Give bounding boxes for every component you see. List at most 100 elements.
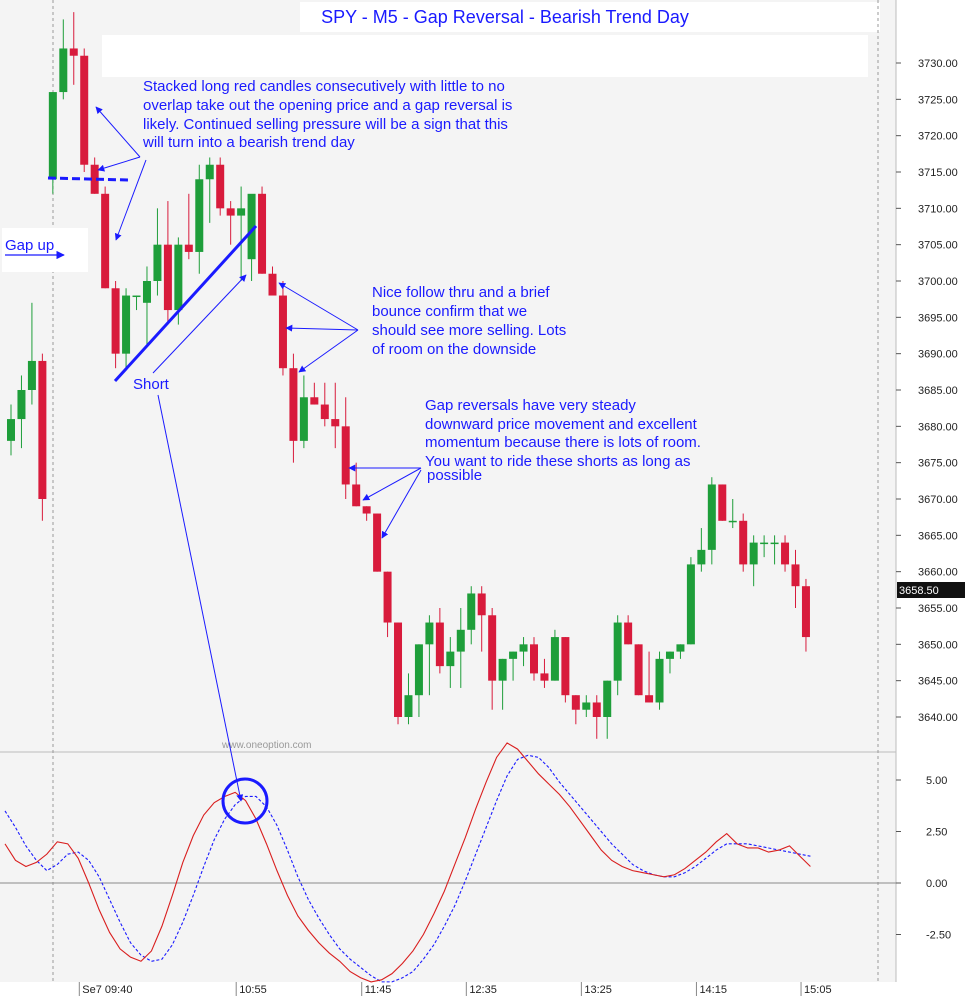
price-tick-label: 3700.00	[918, 276, 958, 288]
candle-body	[59, 48, 68, 93]
follow-note-line-2: bounce confirm that we	[372, 303, 527, 320]
candle-body	[153, 244, 162, 281]
gap-rev-line-4: You want to ride these shorts as long as	[425, 453, 690, 470]
candle-body	[331, 419, 340, 427]
osc-tick-label: 5.00	[926, 775, 947, 787]
candle-body	[707, 484, 716, 550]
candle-body	[132, 295, 141, 298]
candle-body	[414, 644, 423, 696]
price-tick-label: 3640.00	[918, 712, 958, 724]
stacked-note-line-1: Stacked long red candles consecutively w…	[143, 78, 505, 95]
short-arrow	[152, 274, 247, 374]
oscillator-fast-line	[4, 742, 811, 983]
candle-body	[383, 571, 392, 623]
candle-body	[718, 484, 727, 521]
candle-body	[477, 593, 486, 616]
opening-price-line	[47, 176, 129, 182]
follow-note-line-3: should see more selling. Lots	[372, 322, 566, 339]
candle-body	[278, 295, 287, 369]
candle-body	[498, 658, 507, 681]
time-tick-label: 12:35	[469, 984, 497, 996]
current-price-tag: 3658.50	[897, 582, 965, 598]
candle-body	[749, 542, 758, 565]
stacked-arrow-1	[95, 106, 141, 158]
short-to-oscillator-arrow	[157, 394, 244, 802]
gap-rev-line-5: possible	[427, 467, 482, 484]
gap-up-label: Gap up	[5, 237, 54, 254]
candle-body	[676, 644, 685, 652]
candle-body	[645, 695, 654, 703]
price-tick-label: 3690.00	[918, 349, 958, 361]
candle-body	[101, 193, 110, 289]
oscillator-lines	[4, 742, 811, 983]
stacked-arrow-3	[114, 159, 147, 241]
short-label: Short	[133, 376, 170, 393]
candle-body	[488, 615, 497, 681]
gap-rev-line-1: Gap reversals have very steady	[425, 397, 636, 414]
short-trendline	[113, 224, 258, 383]
chart-title: SPY - M5 - Gap Reversal - Bearish Trend …	[321, 7, 689, 27]
time-axis-area	[0, 982, 896, 1007]
candle-body	[268, 273, 277, 296]
candle-body	[760, 542, 769, 545]
price-tick-label: 3655.00	[918, 603, 958, 615]
follow-arrow-2	[285, 324, 359, 332]
time-tick-label: Se7 09:40	[82, 984, 132, 996]
candle-body	[613, 622, 622, 681]
candle-body	[237, 208, 246, 216]
price-tick-label: 3710.00	[918, 203, 958, 215]
candle-body	[561, 637, 570, 696]
time-tick-label: 11:45	[365, 984, 392, 996]
candle-body	[781, 542, 790, 565]
price-tick-label: 3715.00	[918, 167, 958, 179]
price-tick-label: 3730.00	[918, 58, 958, 70]
candle-body	[142, 281, 151, 303]
candle-body	[519, 644, 528, 652]
candle-body	[111, 288, 120, 354]
candle-body	[17, 390, 26, 420]
candle-body	[289, 368, 298, 441]
gap-reversal-note: Gap reversals have very steady downward …	[425, 397, 701, 484]
candle-body	[791, 564, 800, 587]
price-tick-label: 3725.00	[918, 94, 958, 106]
candle-body	[571, 695, 580, 710]
follow-note-line-1: Nice follow thru and a brief	[372, 284, 550, 301]
gap-rev-line-3: momentum because there is lots of room.	[425, 434, 701, 451]
osc-tick-label: 0.00	[926, 878, 947, 890]
price-tick-label: 3650.00	[918, 639, 958, 651]
candle-body	[728, 520, 737, 523]
candle-body	[624, 622, 633, 645]
candle-body	[247, 193, 256, 260]
price-tick-label: 3670.00	[918, 494, 958, 506]
price-axis-ticks: 3730.00 3725.00 3720.00 3715.00 3710.00 3705.…	[896, 58, 958, 724]
candle-body	[80, 55, 89, 165]
candle-body	[697, 549, 706, 565]
price-panel	[0, 0, 896, 752]
osc-tick-label: 2.50	[926, 827, 947, 839]
oscillator-axis-ticks: 5.00 2.50 0.00 -2.50	[896, 775, 951, 942]
time-axis-ticks: Se7 09:40 10:55 11:45 12:35 13:25 14:15 15:05	[78, 982, 832, 996]
price-tick-label: 3695.00	[918, 312, 958, 324]
follow-thru-note: Nice follow thru and a brief bounce conf…	[372, 284, 566, 358]
candle-body	[550, 637, 559, 681]
title-background	[102, 35, 868, 77]
watermark: www.oneoption.com	[221, 740, 312, 751]
candle-body	[174, 244, 183, 311]
candle-body	[435, 622, 444, 667]
follow-arrow-1	[278, 282, 359, 331]
candle-body	[665, 651, 674, 659]
candle-body	[205, 164, 214, 180]
oscillator-panel	[0, 752, 896, 982]
candle-body	[655, 658, 664, 703]
candle-body	[404, 695, 413, 717]
candle-body	[530, 644, 538, 674]
candle-body	[69, 48, 78, 56]
candle-body	[540, 673, 549, 681]
stacked-note-line-3: likely. Continued selling pressure will …	[143, 116, 508, 133]
price-tick-label: 3685.00	[918, 385, 958, 397]
candle-body	[341, 426, 350, 485]
candle-body	[38, 360, 47, 499]
price-tick-label: 3665.00	[918, 530, 958, 542]
oscillator-slow-line	[4, 754, 811, 983]
